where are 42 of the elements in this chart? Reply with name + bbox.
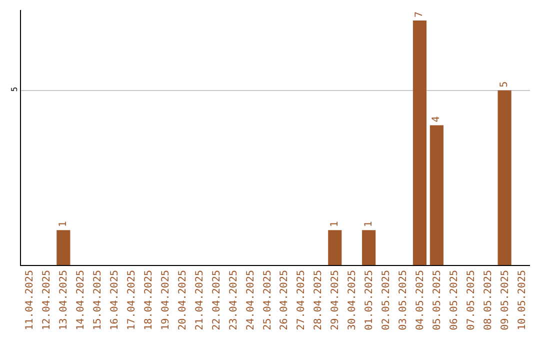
x-tick-label: 15.04.2025 — [92, 270, 104, 330]
x-tick-label: 12.04.2025 — [42, 270, 53, 330]
x-tick-label: 05.05.2025 — [432, 270, 443, 330]
x-tick-label: 23.04.2025 — [228, 270, 240, 330]
x-tick-label: 28.04.2025 — [313, 270, 324, 330]
bar — [362, 230, 376, 265]
x-tick-label: 21.04.2025 — [194, 270, 206, 330]
data-label: 5 — [499, 81, 510, 88]
bar — [56, 230, 70, 265]
x-tick-label: 09.05.2025 — [500, 270, 511, 330]
data-label: 1 — [329, 221, 340, 228]
x-tick-label: 27.04.2025 — [296, 270, 308, 330]
data-label: 1 — [363, 221, 374, 228]
bar — [412, 20, 426, 265]
data-label: 1 — [58, 221, 69, 228]
x-tick-label: 11.04.2025 — [24, 270, 36, 330]
x-tick-label: 07.05.2025 — [466, 270, 477, 330]
x-tick-label: 30.04.2025 — [347, 270, 358, 330]
x-tick-label: 16.04.2025 — [110, 270, 121, 330]
x-tick-label: 08.05.2025 — [482, 270, 494, 330]
data-label: 4 — [431, 116, 442, 122]
x-tick-label: 13.04.2025 — [58, 270, 70, 330]
data-label: 7 — [414, 11, 426, 18]
x-tick-label: 03.05.2025 — [398, 270, 409, 330]
x-tick-label: 14.04.2025 — [76, 270, 87, 330]
x-tick-label: 10.05.2025 — [516, 270, 528, 330]
bar — [328, 230, 342, 265]
x-tick-label: 26.04.2025 — [279, 270, 290, 330]
x-tick-label: 01.05.2025 — [364, 270, 376, 330]
x-tick-label: 06.05.2025 — [448, 270, 460, 330]
x-tick-label: 18.04.2025 — [144, 270, 154, 330]
x-tick-label: 20.04.2025 — [177, 270, 188, 330]
x-tick-label: 17.04.2025 — [126, 270, 138, 330]
x-tick-label: 22.04.2025 — [211, 270, 222, 330]
x-tick-label: 19.04.2025 — [160, 270, 172, 330]
x-tick-label: 24.04.2025 — [245, 270, 256, 330]
bar — [498, 90, 512, 265]
x-tick-label: 04.05.2025 — [414, 270, 426, 330]
x-tick-label: 29.04.2025 — [330, 270, 342, 330]
x-tick-label: 25.04.2025 — [262, 270, 274, 330]
bar — [430, 125, 444, 265]
x-tick-label: 02.05.2025 — [381, 270, 392, 330]
